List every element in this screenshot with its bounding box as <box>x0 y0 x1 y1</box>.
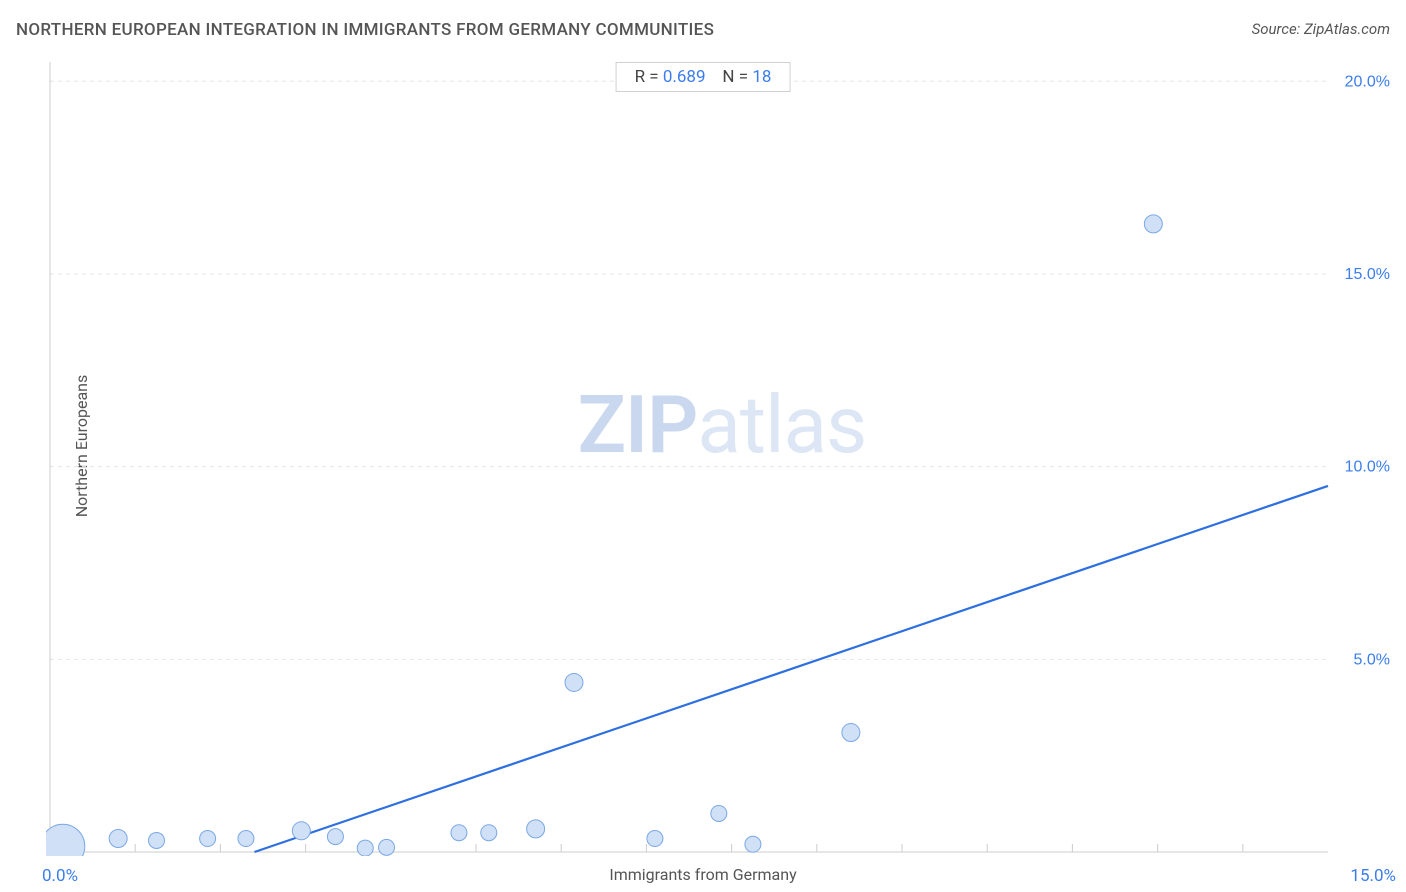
y-tick-label: 5.0% <box>1354 651 1390 668</box>
r-value: 0.689 <box>663 67 706 87</box>
source-attribution: Source: ZipAtlas.com <box>1252 20 1390 38</box>
scatter-point <box>149 832 165 848</box>
scatter-point <box>292 822 310 840</box>
x-origin-tick-label: 0.0% <box>42 866 78 886</box>
scatter-point <box>200 831 216 847</box>
scatter-point <box>481 825 497 841</box>
x-max-tick-label: 15.0% <box>1350 866 1396 886</box>
scatter-point <box>527 820 545 838</box>
r-label: R = <box>635 67 659 87</box>
x-axis-label: Immigrants from Germany <box>609 865 796 884</box>
scatter-point <box>238 831 254 847</box>
chart-title: NORTHERN EUROPEAN INTEGRATION IN IMMIGRA… <box>16 20 714 40</box>
scatter-point <box>745 836 761 852</box>
scatter-point <box>1144 215 1162 233</box>
y-tick-label: 20.0% <box>1345 73 1390 90</box>
scatter-point <box>647 831 663 847</box>
n-value: 18 <box>752 67 771 87</box>
scatter-point <box>46 824 85 856</box>
stats-box: R = 0.689 N = 18 <box>616 62 791 92</box>
scatter-plot: 5.0% 10.0% 15.0% 20.0% <box>46 58 1398 856</box>
scatter-point <box>711 805 727 821</box>
scatter-point <box>357 840 373 856</box>
scatter-point <box>842 724 860 742</box>
scatter-point <box>451 825 467 841</box>
y-tick-label: 15.0% <box>1345 266 1390 283</box>
scatter-point <box>109 830 127 848</box>
trend-line <box>254 486 1328 852</box>
n-label: N = <box>722 67 748 87</box>
chart-area: ZIPatlas 5.0%10.0%15.0%20.0% <box>46 58 1398 856</box>
y-tick-label: 10.0% <box>1345 459 1390 476</box>
scatter-point <box>565 673 583 691</box>
scatter-point <box>327 829 343 845</box>
scatter-point <box>379 839 395 855</box>
